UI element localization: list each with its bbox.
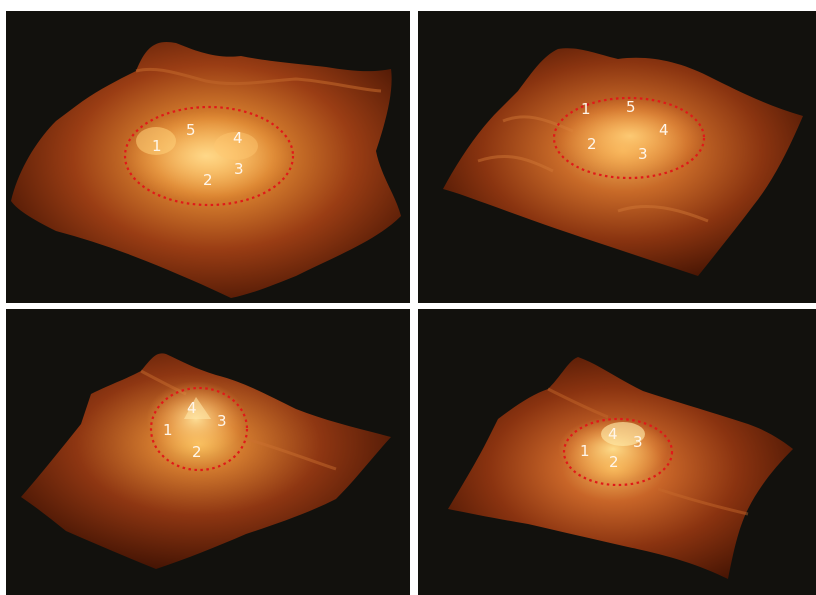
marker-label: 4 (187, 399, 197, 417)
marker-label: 2 (587, 135, 597, 153)
panel-bottom-left: 4 3 1 2 (6, 309, 410, 595)
marker-label: 4 (659, 121, 669, 139)
marker-label: 5 (626, 98, 636, 116)
marker-label: 3 (638, 145, 648, 163)
marker-label: 1 (580, 442, 590, 460)
marker-label: 4 (608, 425, 618, 443)
marker-label: 1 (152, 137, 162, 155)
marker-label: 3 (217, 412, 227, 430)
panel-top-right: 1 5 4 2 3 (418, 11, 816, 303)
marker-label: 4 (233, 129, 243, 147)
marker-label: 1 (163, 421, 173, 439)
surface-plot-bottom-right: 4 3 1 2 (448, 357, 793, 579)
terrain-ridge (547, 387, 749, 516)
peak-highlight (184, 397, 211, 419)
panel-bottom-right: 4 3 1 2 (418, 309, 816, 595)
peak-highlight (555, 98, 705, 174)
marker-label: 2 (192, 443, 202, 461)
peak-highlight (214, 132, 258, 160)
peak-highlight (136, 127, 176, 155)
peak-highlight (601, 422, 645, 446)
surface-plot-top-right: 1 5 4 2 3 (443, 48, 803, 277)
surface-plot-top-left: 1 5 4 2 3 (11, 41, 401, 299)
dotted-ellipse (552, 96, 706, 180)
marker-label: 3 (234, 160, 244, 178)
panel-top-left: 1 5 4 2 3 (6, 11, 410, 303)
marker-label: 3 (633, 433, 643, 451)
terrain-surface (21, 353, 391, 569)
marker-label: 5 (186, 121, 196, 139)
dotted-ellipse (123, 105, 295, 207)
terrain-ridge (135, 67, 382, 93)
marker-label: 2 (203, 171, 213, 189)
dotted-ellipse (149, 386, 249, 472)
surface-plot-bottom-left: 4 3 1 2 (21, 353, 391, 569)
dotted-ellipse (562, 417, 674, 487)
marker-label: 2 (609, 453, 619, 471)
marker-label: 1 (581, 100, 591, 118)
